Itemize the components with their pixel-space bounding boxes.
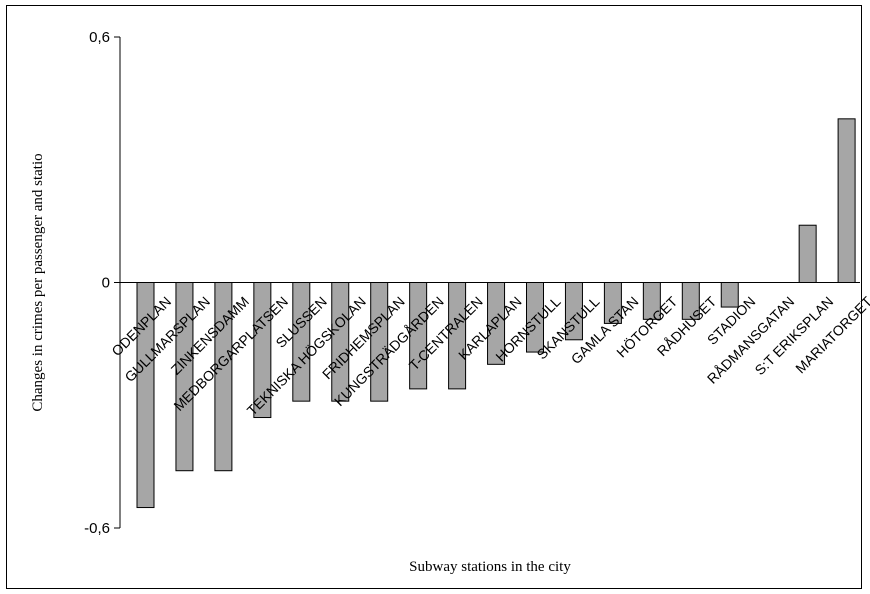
bar (448, 282, 467, 390)
bar (409, 282, 428, 390)
bar (487, 282, 506, 365)
bar (526, 282, 544, 353)
bar (214, 282, 233, 472)
bar (720, 282, 739, 308)
bar (564, 282, 583, 341)
bar (603, 282, 622, 324)
y-tick-label: -0,6 (84, 520, 110, 537)
bar (370, 282, 389, 402)
bar (253, 282, 272, 419)
bar (175, 282, 194, 472)
bar (292, 282, 311, 402)
bar (837, 118, 856, 284)
bar (136, 282, 155, 509)
y-tick-label: 0 (102, 275, 110, 292)
bar (681, 282, 700, 320)
bar (331, 282, 350, 402)
y-tick-label: 0,6 (89, 29, 110, 46)
y-axis-title: Changes in crimes per passenger and stat… (30, 153, 46, 411)
x-axis-title: Subway stations in the city (409, 559, 571, 575)
bar (642, 282, 661, 320)
bar (798, 224, 817, 283)
